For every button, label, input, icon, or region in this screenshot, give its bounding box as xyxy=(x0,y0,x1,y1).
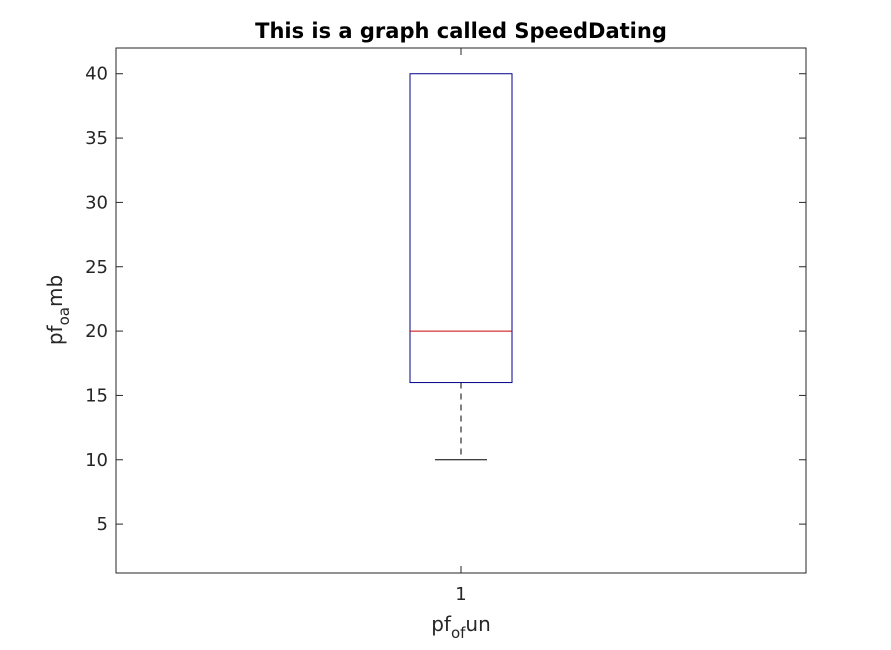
y-tick-label: 5 xyxy=(97,514,108,535)
box xyxy=(409,73,513,384)
y-tick-label: 25 xyxy=(85,257,108,278)
x-tick-label: 1 xyxy=(455,584,466,605)
x-axis: 1 xyxy=(455,48,467,605)
chart-title: This is a graph called SpeedDating xyxy=(255,19,667,43)
y-tick-label: 10 xyxy=(85,450,108,471)
y-tick-label: 30 xyxy=(85,192,108,213)
y-axis-label: pfoamb xyxy=(43,275,73,345)
box-series xyxy=(409,73,513,461)
y-axis: 5 10 15 20 25 30 35 40 xyxy=(85,64,806,535)
x-axis-label: pfofun xyxy=(431,612,491,642)
y-tick-label: 40 xyxy=(85,64,108,85)
plot-area xyxy=(115,47,807,574)
y-tick-label: 35 xyxy=(85,128,108,149)
y-tick-label: 15 xyxy=(85,385,108,406)
y-tick-label: 20 xyxy=(85,321,108,342)
